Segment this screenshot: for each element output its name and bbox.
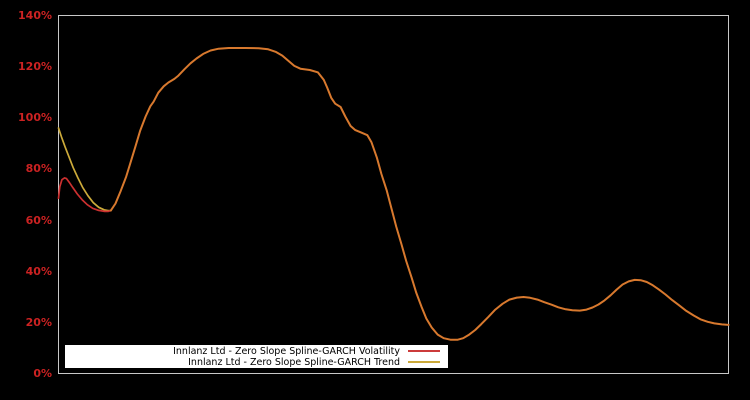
legend-item-trend: Innlanz Ltd - Zero Slope Spline-GARCH Tr… — [69, 357, 440, 368]
trend-series-line — [57, 127, 112, 212]
legend-item-volatility: Innlanz Ltd - Zero Slope Spline-GARCH Vo… — [69, 346, 440, 357]
merged-series-line — [109, 47, 730, 341]
y-axis-label-120: 120% — [18, 60, 52, 73]
y-axis-label-40: 40% — [25, 265, 52, 278]
series-lines — [57, 47, 730, 341]
legend: Innlanz Ltd - Zero Slope Spline-GARCH Vo… — [65, 345, 448, 368]
legend-label-trend: Innlanz Ltd - Zero Slope Spline-GARCH Tr… — [188, 356, 400, 368]
y-axis-label-20: 20% — [25, 316, 52, 329]
y-axis-label-60: 60% — [25, 214, 52, 227]
plot-border — [58, 15, 729, 374]
y-axis-label-100: 100% — [18, 111, 52, 124]
y-axis-label-80: 80% — [25, 162, 52, 175]
legend-line-sample-trend — [408, 361, 440, 363]
y-axis-label-0: 0% — [33, 367, 52, 380]
y-axis-label-140: 140% — [18, 9, 52, 22]
legend-label-volatility: Innlanz Ltd - Zero Slope Spline-GARCH Vo… — [173, 345, 400, 357]
legend-line-sample-volatility — [408, 350, 440, 352]
volatility-series-line — [57, 177, 112, 213]
